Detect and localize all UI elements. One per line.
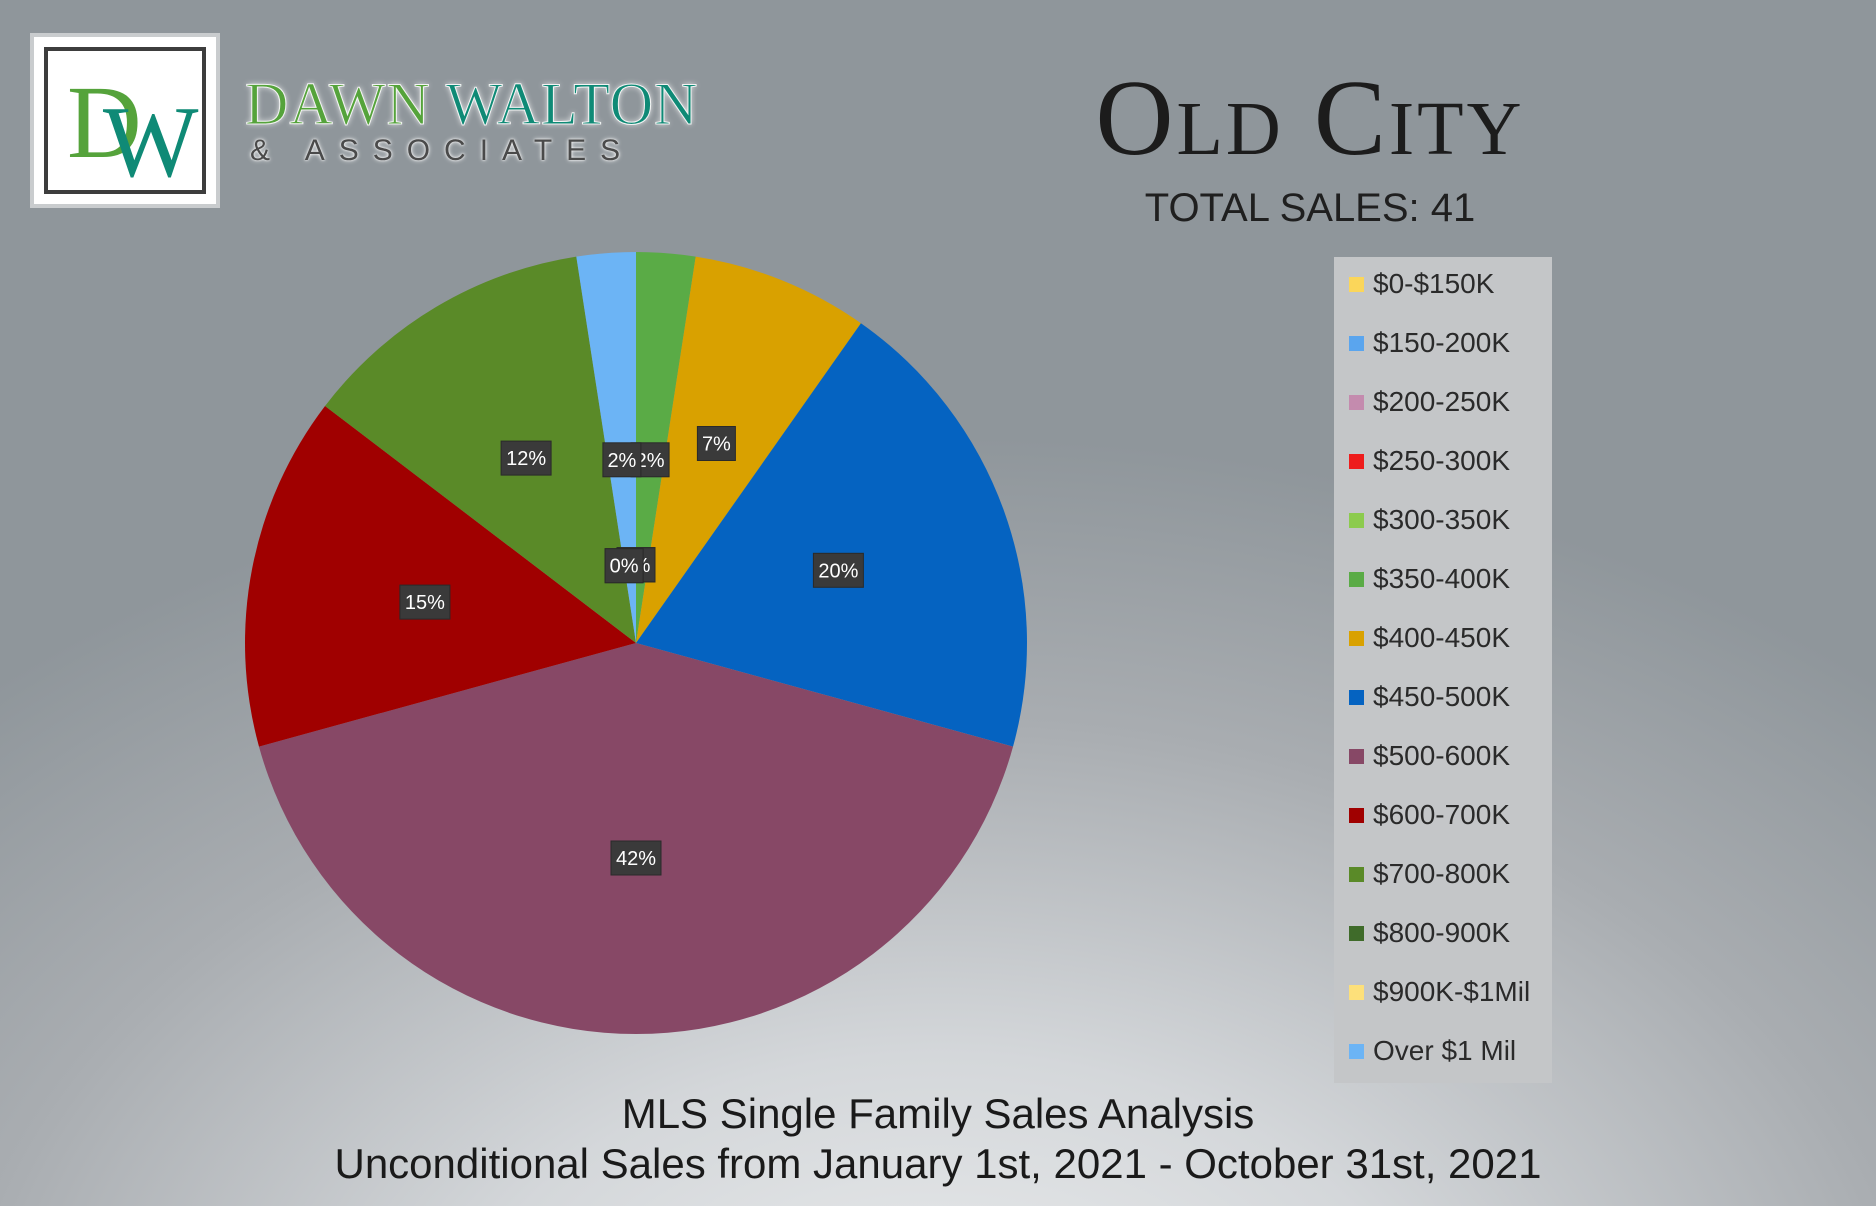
legend-swatch	[1349, 571, 1364, 587]
legend-item: $150-200K	[1349, 327, 1511, 358]
legend-swatch	[1349, 807, 1364, 823]
legend-item: $450-500K	[1349, 681, 1511, 712]
logo-monogram: D W	[67, 66, 199, 190]
pie-slices	[245, 252, 1027, 1034]
legend-swatch	[1349, 394, 1364, 410]
data-label-text: 2%	[636, 450, 665, 472]
data-label-box	[602, 442, 642, 478]
footer-title: MLS Single Family Sales Analysis	[621, 1090, 1255, 1137]
legend-label: $200-250K	[1373, 386, 1511, 417]
legend-item: $200-250K	[1349, 386, 1511, 417]
legend-label: $300-350K	[1373, 504, 1511, 535]
data-label-box	[604, 548, 644, 584]
data-label-600-700k: 15%	[399, 584, 451, 620]
legend-label: Over $1 Mil	[1373, 1035, 1517, 1066]
legend-label: $0-$150K	[1373, 268, 1495, 299]
data-label-text: 7%	[702, 434, 731, 456]
legend-swatch	[1349, 984, 1364, 1000]
legend-label: $250-300K	[1373, 445, 1511, 476]
data-label-box	[610, 840, 662, 876]
legend-item: $350-400K	[1349, 563, 1511, 594]
data-label-400-450k: 7%	[696, 426, 736, 461]
legend-label: $800-900K	[1373, 917, 1511, 948]
legend-item: $250-300K	[1349, 445, 1511, 476]
legend-item: $0-$150K	[1349, 268, 1495, 299]
legend-label: $900K-$1Mil	[1373, 976, 1531, 1007]
legend-label: $400-450K	[1373, 622, 1511, 653]
legend-swatch	[1349, 748, 1364, 764]
pie-slice-400-450k	[636, 256, 861, 643]
total-sales: TOTAL SALES: 41	[1144, 186, 1476, 230]
legend-item: $500-600K	[1349, 740, 1511, 771]
pie-slice-500-600k	[258, 643, 1014, 1034]
pie-data-labels: 0%0%0%0%0%2%7%20%42%15%12%0%0%2%	[399, 426, 864, 876]
legend-swatch	[1349, 276, 1364, 292]
brand-name-last: WALTON	[445, 71, 699, 137]
legend-label: $450-500K	[1373, 681, 1511, 712]
data-label-text: 20%	[818, 560, 858, 582]
legend: $0-$150K $150-200K $200-250K $250-300K $300-…	[1334, 257, 1552, 1083]
legend-item: $900K-$1Mil	[1349, 976, 1531, 1007]
legend-item: Over $1 Mil	[1349, 1035, 1517, 1066]
legend-item: $700-800K	[1349, 858, 1511, 889]
data-label-box	[812, 552, 864, 588]
legend-swatch	[1349, 512, 1364, 528]
legend-swatch	[1349, 925, 1364, 941]
chart-title: Old City	[1095, 59, 1525, 178]
legend-label: $600-700K	[1373, 799, 1511, 830]
data-label-700-800k: 12%	[500, 440, 552, 476]
logo-letter-d: D	[67, 66, 142, 180]
data-label-text: 42%	[616, 848, 656, 870]
logo-letter-w: W	[103, 86, 199, 190]
legend-swatch	[1349, 453, 1364, 469]
data-label-box	[399, 584, 451, 620]
logo: D W	[30, 33, 220, 208]
data-label-box	[696, 426, 736, 461]
legend-item: $300-350K	[1349, 504, 1511, 535]
legend-label: $150-200K	[1373, 327, 1511, 358]
data-label-text: 2%	[607, 450, 636, 472]
data-label-text: 12%	[506, 448, 546, 470]
pie-slice-450-500k	[636, 323, 1027, 747]
legend-swatch	[1349, 630, 1364, 646]
data-label-500-600k: 42%	[610, 840, 662, 876]
pie-slice-700-800k	[325, 256, 636, 643]
legend-swatch	[1349, 866, 1364, 882]
data-label-text: 15%	[405, 592, 445, 614]
data-label-text: 0%	[610, 556, 639, 578]
footer-date-range: Unconditional Sales from January 1st, 20…	[334, 1140, 1542, 1187]
logo-frame: D W	[44, 47, 206, 194]
data-label-900k-1mil: 0%	[604, 548, 644, 584]
data-label-450-500k: 20%	[812, 552, 864, 588]
brand-name: DAWN WALTON	[245, 71, 699, 137]
pie-slice-600-700k	[245, 405, 637, 747]
legend-label: $700-800K	[1373, 858, 1511, 889]
data-label-box	[500, 440, 552, 476]
legend-swatch	[1349, 1043, 1364, 1059]
brand-name-first: DAWN	[245, 71, 431, 137]
data-label-over-1-mil: 2%	[602, 442, 642, 478]
legend-swatch	[1349, 689, 1364, 705]
legend-item: $400-450K	[1349, 622, 1511, 653]
legend-label: $500-600K	[1373, 740, 1511, 771]
legend-swatch	[1349, 335, 1364, 351]
legend-item: $800-900K	[1349, 917, 1511, 948]
brand-subtitle: & ASSOCIATES	[250, 134, 635, 167]
legend-label: $350-400K	[1373, 563, 1511, 594]
legend-item: $600-700K	[1349, 799, 1511, 830]
